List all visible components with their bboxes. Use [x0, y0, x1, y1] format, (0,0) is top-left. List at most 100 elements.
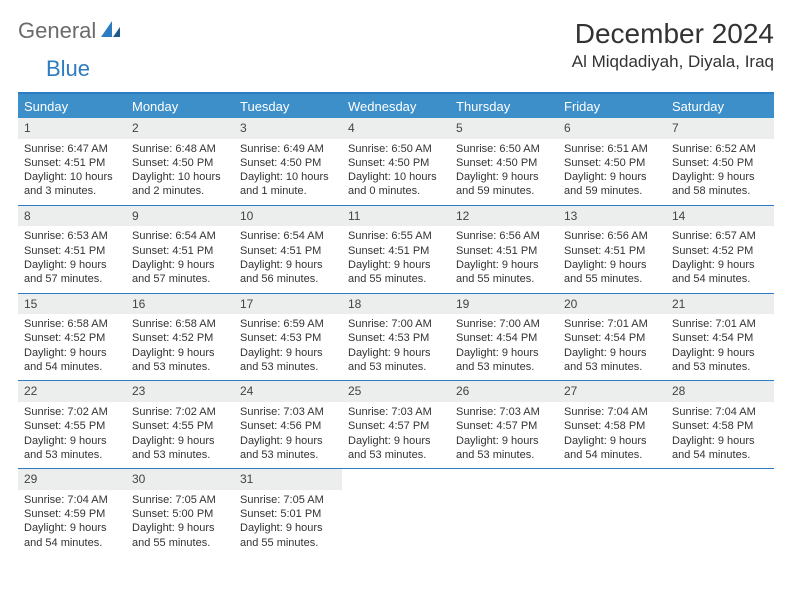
sunrise-text: Sunrise: 7:00 AM: [456, 317, 552, 331]
daylight-text: Daylight: 9 hours and 57 minutes.: [132, 258, 228, 287]
day-body: Sunrise: 7:04 AMSunset: 4:58 PMDaylight:…: [558, 402, 666, 468]
sunset-text: Sunset: 4:54 PM: [456, 331, 552, 345]
day-body: Sunrise: 6:58 AMSunset: 4:52 PMDaylight:…: [18, 314, 126, 380]
day-number: 21: [666, 294, 774, 315]
day-number: 24: [234, 381, 342, 402]
week-row: 1Sunrise: 6:47 AMSunset: 4:51 PMDaylight…: [18, 118, 774, 205]
day-cell: 24Sunrise: 7:03 AMSunset: 4:56 PMDayligh…: [234, 381, 342, 468]
daylight-text: Daylight: 9 hours and 53 minutes.: [24, 434, 120, 463]
sunset-text: Sunset: 4:50 PM: [456, 156, 552, 170]
day-body: Sunrise: 6:49 AMSunset: 4:50 PMDaylight:…: [234, 139, 342, 205]
month-title: December 2024: [572, 18, 774, 50]
day-number: 23: [126, 381, 234, 402]
sunset-text: Sunset: 4:54 PM: [564, 331, 660, 345]
day-number: 19: [450, 294, 558, 315]
title-block: December 2024 Al Miqdadiyah, Diyala, Ira…: [572, 18, 774, 72]
sunset-text: Sunset: 4:55 PM: [24, 419, 120, 433]
sunrise-text: Sunrise: 7:03 AM: [456, 405, 552, 419]
day-body: Sunrise: 7:02 AMSunset: 4:55 PMDaylight:…: [126, 402, 234, 468]
sunset-text: Sunset: 4:52 PM: [672, 244, 768, 258]
sunset-text: Sunset: 4:50 PM: [240, 156, 336, 170]
week-row: 8Sunrise: 6:53 AMSunset: 4:51 PMDaylight…: [18, 205, 774, 293]
daylight-text: Daylight: 10 hours and 0 minutes.: [348, 170, 444, 199]
daylight-text: Daylight: 10 hours and 2 minutes.: [132, 170, 228, 199]
day-number: 30: [126, 469, 234, 490]
sunset-text: Sunset: 4:51 PM: [24, 156, 120, 170]
sunset-text: Sunset: 5:01 PM: [240, 507, 336, 521]
sunset-text: Sunset: 4:50 PM: [348, 156, 444, 170]
sunset-text: Sunset: 4:50 PM: [132, 156, 228, 170]
sunrise-text: Sunrise: 6:50 AM: [348, 142, 444, 156]
daylight-text: Daylight: 9 hours and 53 minutes.: [240, 346, 336, 375]
day-cell: 17Sunrise: 6:59 AMSunset: 4:53 PMDayligh…: [234, 294, 342, 381]
logo-sail-icon: [100, 19, 122, 44]
day-number: 3: [234, 118, 342, 139]
day-cell: 20Sunrise: 7:01 AMSunset: 4:54 PMDayligh…: [558, 294, 666, 381]
sunrise-text: Sunrise: 6:51 AM: [564, 142, 660, 156]
day-cell: 21Sunrise: 7:01 AMSunset: 4:54 PMDayligh…: [666, 294, 774, 381]
daylight-text: Daylight: 9 hours and 54 minutes.: [24, 521, 120, 550]
day-cell: 11Sunrise: 6:55 AMSunset: 4:51 PMDayligh…: [342, 206, 450, 293]
day-body: Sunrise: 6:54 AMSunset: 4:51 PMDaylight:…: [234, 226, 342, 292]
week-row: 22Sunrise: 7:02 AMSunset: 4:55 PMDayligh…: [18, 380, 774, 468]
daylight-text: Daylight: 9 hours and 55 minutes.: [564, 258, 660, 287]
day-body: Sunrise: 6:50 AMSunset: 4:50 PMDaylight:…: [342, 139, 450, 205]
dow-wed: Wednesday: [342, 94, 450, 118]
sunset-text: Sunset: 4:51 PM: [456, 244, 552, 258]
daylight-text: Daylight: 9 hours and 53 minutes.: [564, 346, 660, 375]
day-body: Sunrise: 7:03 AMSunset: 4:56 PMDaylight:…: [234, 402, 342, 468]
day-cell: [342, 469, 450, 556]
sunrise-text: Sunrise: 7:04 AM: [24, 493, 120, 507]
day-number: 29: [18, 469, 126, 490]
day-body: Sunrise: 7:00 AMSunset: 4:53 PMDaylight:…: [342, 314, 450, 380]
day-number: 2: [126, 118, 234, 139]
week-row: 15Sunrise: 6:58 AMSunset: 4:52 PMDayligh…: [18, 293, 774, 381]
sunrise-text: Sunrise: 7:04 AM: [672, 405, 768, 419]
day-cell: 29Sunrise: 7:04 AMSunset: 4:59 PMDayligh…: [18, 469, 126, 556]
sunrise-text: Sunrise: 7:01 AM: [672, 317, 768, 331]
day-body: Sunrise: 6:54 AMSunset: 4:51 PMDaylight:…: [126, 226, 234, 292]
day-cell: 10Sunrise: 6:54 AMSunset: 4:51 PMDayligh…: [234, 206, 342, 293]
day-cell: 1Sunrise: 6:47 AMSunset: 4:51 PMDaylight…: [18, 118, 126, 205]
day-cell: 27Sunrise: 7:04 AMSunset: 4:58 PMDayligh…: [558, 381, 666, 468]
sunrise-text: Sunrise: 7:02 AM: [132, 405, 228, 419]
daylight-text: Daylight: 9 hours and 55 minutes.: [456, 258, 552, 287]
dow-sat: Saturday: [666, 94, 774, 118]
daylight-text: Daylight: 9 hours and 53 minutes.: [132, 346, 228, 375]
sunrise-text: Sunrise: 6:53 AM: [24, 229, 120, 243]
dow-thu: Thursday: [450, 94, 558, 118]
day-body: Sunrise: 7:04 AMSunset: 4:58 PMDaylight:…: [666, 402, 774, 468]
daylight-text: Daylight: 9 hours and 53 minutes.: [456, 346, 552, 375]
sunset-text: Sunset: 4:57 PM: [348, 419, 444, 433]
sunrise-text: Sunrise: 6:50 AM: [456, 142, 552, 156]
daylight-text: Daylight: 9 hours and 53 minutes.: [348, 434, 444, 463]
day-number: 12: [450, 206, 558, 227]
sunset-text: Sunset: 4:51 PM: [348, 244, 444, 258]
sunrise-text: Sunrise: 6:54 AM: [240, 229, 336, 243]
sunset-text: Sunset: 4:58 PM: [564, 419, 660, 433]
day-cell: 15Sunrise: 6:58 AMSunset: 4:52 PMDayligh…: [18, 294, 126, 381]
sunrise-text: Sunrise: 6:55 AM: [348, 229, 444, 243]
day-number: 7: [666, 118, 774, 139]
day-number: 20: [558, 294, 666, 315]
day-body: Sunrise: 6:52 AMSunset: 4:50 PMDaylight:…: [666, 139, 774, 205]
day-cell: [666, 469, 774, 556]
sunset-text: Sunset: 4:58 PM: [672, 419, 768, 433]
daylight-text: Daylight: 9 hours and 53 minutes.: [456, 434, 552, 463]
sunrise-text: Sunrise: 7:00 AM: [348, 317, 444, 331]
daylight-text: Daylight: 9 hours and 55 minutes.: [240, 521, 336, 550]
day-number: 28: [666, 381, 774, 402]
logo-text-general: General: [18, 18, 96, 44]
dow-sun: Sunday: [18, 94, 126, 118]
daylight-text: Daylight: 9 hours and 53 minutes.: [132, 434, 228, 463]
day-cell: 7Sunrise: 6:52 AMSunset: 4:50 PMDaylight…: [666, 118, 774, 205]
day-body: [342, 474, 450, 483]
day-body: [450, 474, 558, 483]
day-body: Sunrise: 6:57 AMSunset: 4:52 PMDaylight:…: [666, 226, 774, 292]
day-number: 11: [342, 206, 450, 227]
sunset-text: Sunset: 4:50 PM: [672, 156, 768, 170]
weeks-container: 1Sunrise: 6:47 AMSunset: 4:51 PMDaylight…: [18, 118, 774, 556]
sunset-text: Sunset: 4:52 PM: [24, 331, 120, 345]
day-body: Sunrise: 6:58 AMSunset: 4:52 PMDaylight:…: [126, 314, 234, 380]
day-number: 25: [342, 381, 450, 402]
